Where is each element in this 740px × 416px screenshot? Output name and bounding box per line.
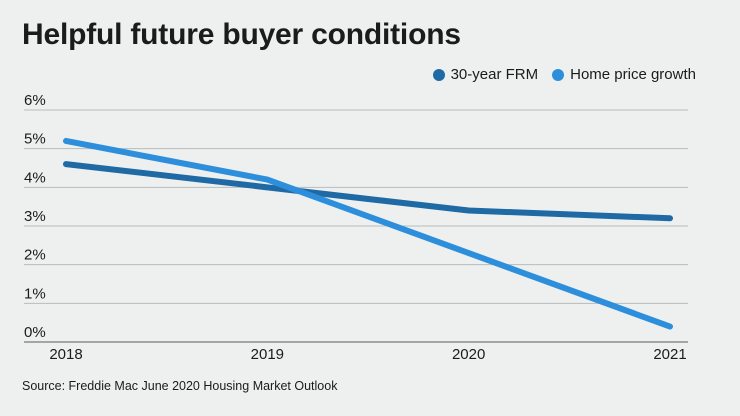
series-line-30-year-frm [63, 161, 673, 222]
y-tick-label: 2% [24, 247, 46, 264]
legend-item-30-year-frm: 30-year FRM [432, 66, 539, 83]
source-note: Source: Freddie Mac June 2020 Housing Ma… [22, 379, 338, 393]
y-tick-label: 5% [24, 131, 46, 148]
gridlines [24, 109, 688, 343]
x-axis-labels: 2018 2019 2020 2021 [49, 346, 686, 363]
chart-legend: 30-year FRM Home price growth [432, 66, 696, 83]
series-line-home-price-growth [63, 137, 673, 330]
y-tick-label: 6% [24, 92, 46, 109]
chart-title: Helpful future buyer conditions [22, 18, 461, 51]
x-tick-label: 2021 [653, 346, 686, 363]
y-tick-label: 0% [24, 324, 46, 341]
y-tick-label: 3% [24, 208, 46, 225]
legend-swatch-30-year-frm [432, 68, 445, 81]
series-lines [63, 137, 673, 330]
legend-label-30-year-frm: 30-year FRM [450, 66, 539, 83]
legend-swatch-home-price-growth [552, 68, 565, 81]
y-axis-labels: 0% 1% 2% 3% 4% 5% 6% [24, 92, 46, 341]
y-tick-label: 1% [24, 285, 46, 302]
legend-label-home-price-growth: Home price growth [570, 66, 696, 83]
x-tick-label: 2019 [251, 346, 284, 363]
legend-item-home-price-growth: Home price growth [552, 66, 696, 83]
x-tick-label: 2018 [49, 346, 82, 363]
x-tick-label: 2020 [452, 346, 485, 363]
y-tick-label: 4% [24, 169, 46, 186]
